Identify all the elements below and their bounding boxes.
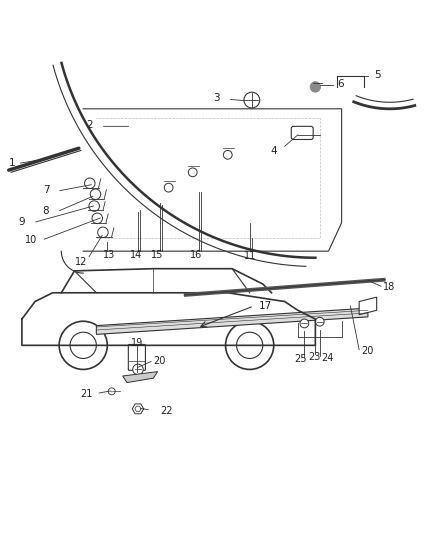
Text: 11: 11: [244, 251, 256, 261]
Text: 7: 7: [42, 185, 49, 195]
Text: 19: 19: [131, 338, 143, 348]
Circle shape: [188, 168, 197, 177]
Text: 24: 24: [321, 353, 333, 364]
Circle shape: [108, 388, 115, 395]
Text: 14: 14: [130, 249, 142, 260]
Circle shape: [85, 178, 95, 189]
Circle shape: [310, 82, 321, 92]
Text: 6: 6: [337, 79, 344, 89]
Circle shape: [164, 183, 173, 192]
Circle shape: [98, 227, 108, 238]
Circle shape: [90, 189, 101, 199]
Circle shape: [133, 364, 143, 375]
Text: 12: 12: [75, 257, 87, 267]
Circle shape: [92, 213, 102, 223]
Text: 2: 2: [86, 120, 93, 131]
Text: 16: 16: [190, 249, 202, 260]
Text: 13: 13: [102, 249, 115, 260]
Circle shape: [237, 332, 263, 359]
Text: 4: 4: [270, 146, 277, 156]
Text: 20: 20: [153, 356, 166, 366]
Text: 23: 23: [308, 352, 321, 362]
FancyBboxPatch shape: [291, 126, 313, 140]
Circle shape: [300, 319, 309, 328]
Text: 8: 8: [42, 206, 49, 216]
Circle shape: [89, 201, 99, 211]
Text: 10: 10: [25, 235, 38, 245]
Text: 5: 5: [374, 70, 381, 80]
Circle shape: [70, 332, 96, 359]
Circle shape: [223, 150, 232, 159]
Text: 15: 15: [151, 249, 163, 260]
Text: 22: 22: [160, 406, 173, 416]
Circle shape: [59, 321, 107, 369]
Polygon shape: [123, 372, 158, 383]
Polygon shape: [96, 308, 368, 334]
FancyBboxPatch shape: [128, 344, 145, 370]
Circle shape: [315, 317, 324, 326]
Text: 25: 25: [294, 354, 306, 365]
Text: 1: 1: [9, 158, 16, 168]
Text: 21: 21: [81, 389, 93, 399]
Circle shape: [226, 321, 274, 369]
Text: 17: 17: [258, 301, 272, 311]
Polygon shape: [359, 297, 377, 314]
Text: 9: 9: [18, 217, 25, 227]
Text: 3: 3: [213, 93, 220, 103]
Text: 18: 18: [383, 282, 396, 292]
Text: 20: 20: [361, 345, 374, 356]
